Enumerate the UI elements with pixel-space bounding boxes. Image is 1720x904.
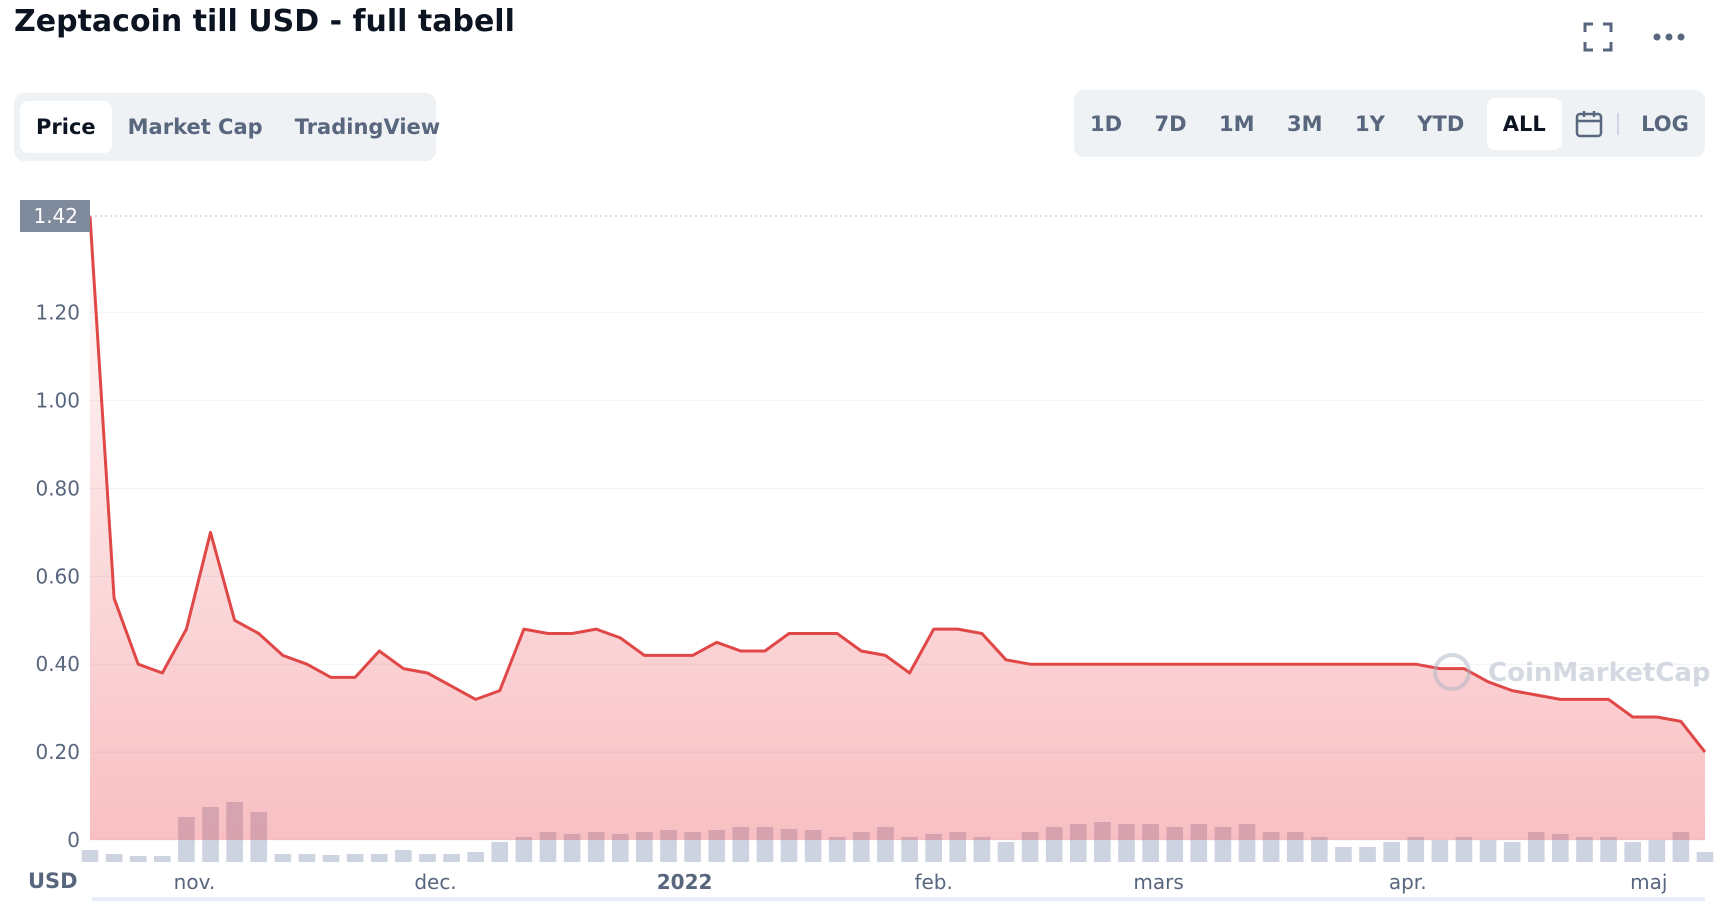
volume-bar: [1359, 847, 1376, 862]
volume-bar: [1383, 842, 1400, 862]
y-tick-label: 0: [67, 828, 80, 852]
volume-bar: [1696, 852, 1714, 862]
x-tick-label: maj: [1630, 870, 1667, 894]
x-tick-label: 2022: [657, 870, 713, 894]
y-tick-label: 0.80: [35, 476, 80, 500]
log-toggle[interactable]: LOG: [1641, 111, 1689, 136]
volume-bar: [901, 837, 918, 862]
volume-bar: [611, 834, 629, 862]
volume-bar: [1624, 842, 1641, 862]
tab[interactable]: Market Cap: [127, 115, 263, 139]
volume-bar: [563, 834, 581, 862]
volume-bar: [81, 850, 99, 862]
volume-bar: [1576, 837, 1593, 862]
tab[interactable]: TradingView: [294, 115, 441, 139]
y-tick-label: 0.20: [35, 740, 80, 764]
volume-bar: [105, 854, 123, 862]
x-tick-label: dec.: [414, 870, 456, 894]
volume-bar: [1407, 837, 1425, 862]
watermark: CoinMarketCap: [1488, 658, 1711, 688]
volume-bar: [973, 837, 991, 862]
current-price-label: 1.42: [33, 204, 78, 228]
range[interactable]: 1D: [1090, 111, 1123, 136]
volume-bar: [1431, 840, 1449, 862]
volume-bar: [370, 854, 388, 862]
scroll-bar: [92, 897, 1705, 901]
volume-bar: [443, 854, 460, 862]
range[interactable]: 3M: [1287, 111, 1323, 136]
x-tick-label: apr.: [1389, 870, 1427, 894]
volume-bar: [419, 854, 436, 862]
price-area: [90, 216, 1705, 840]
volume-bar: [154, 856, 171, 862]
x-tick-label: mars: [1133, 870, 1183, 894]
volume-bar: [925, 834, 942, 862]
volume-bar: [322, 855, 340, 862]
y-tick-label: 1.20: [35, 301, 80, 325]
range[interactable]: ALL: [1486, 97, 1562, 150]
volume-bar: [1455, 837, 1473, 862]
tab[interactable]: Price: [20, 101, 112, 153]
volume-bar: [1648, 840, 1666, 862]
current-price-box: [20, 200, 90, 232]
volume-bar: [1335, 847, 1352, 862]
x-tick-label: nov.: [174, 870, 216, 894]
range-group: 1D 7D 1M 3M 1Y YTD ALL LOG: [1074, 90, 1705, 157]
y-axis-label: USD: [28, 869, 78, 893]
x-tick-label: feb.: [914, 870, 952, 894]
volume-bar: [1311, 837, 1328, 862]
volume-bar: [515, 837, 533, 862]
divider: [1616, 112, 1619, 135]
volume-bar: [828, 837, 846, 862]
range[interactable]: 1M: [1219, 111, 1255, 136]
volume-bar: [1479, 840, 1497, 862]
volume-bar: [129, 856, 147, 862]
volume-bar: [1600, 837, 1617, 862]
y-tick-label: 0.40: [35, 652, 80, 676]
range[interactable]: 7D: [1154, 111, 1187, 136]
volume-bar: [1503, 842, 1521, 862]
more-icon[interactable]: [1652, 32, 1686, 42]
volume-bar: [997, 842, 1015, 862]
volume-bar: [467, 852, 484, 862]
y-tick-label: 1.00: [35, 389, 80, 413]
watermark-logo: [1433, 653, 1471, 691]
tab-group: Price Market Cap TradingView: [14, 93, 440, 161]
y-tick-label: 0.60: [35, 564, 80, 588]
fullscreen-icon[interactable]: [1583, 22, 1613, 52]
volume-bar: [1552, 834, 1569, 862]
volume-bar: [491, 842, 509, 862]
range[interactable]: 1Y: [1355, 111, 1385, 136]
calendar-icon[interactable]: [1574, 109, 1604, 139]
volume-bar: [395, 850, 412, 862]
range[interactable]: YTD: [1417, 111, 1465, 136]
volume-bar: [274, 854, 292, 862]
title: Zeptacoin till USD - full tabell: [14, 4, 515, 39]
volume-bar: [298, 854, 316, 862]
volume-bar: [346, 854, 364, 862]
